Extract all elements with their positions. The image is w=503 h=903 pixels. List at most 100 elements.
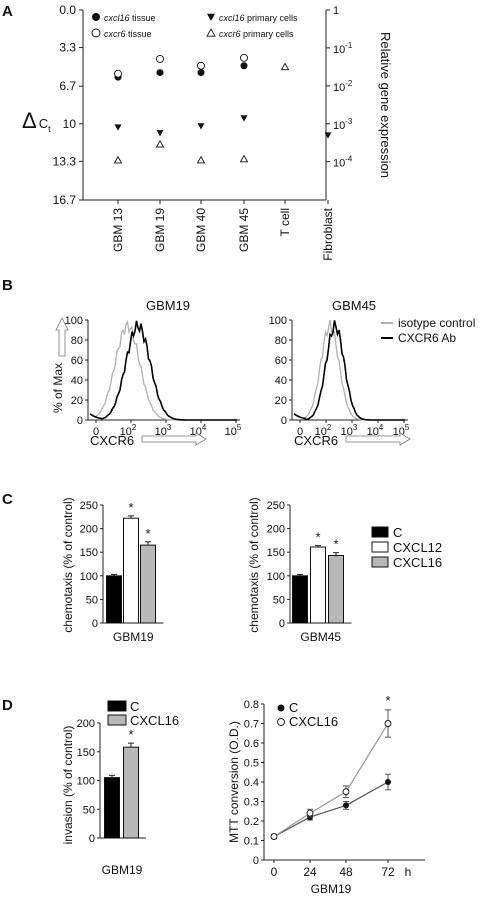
- y-axis-title-left: Δ Ct: [22, 108, 51, 134]
- y-tick-label: 0.8: [244, 699, 259, 711]
- legend-marker: [207, 13, 215, 21]
- x-tick-label: 48: [339, 865, 353, 879]
- data-point: [306, 809, 314, 817]
- x-tick-label: GBM 40: [194, 208, 208, 252]
- y-tick-label-right: 1: [333, 5, 339, 17]
- data-point: [197, 69, 205, 77]
- y-tick-label-right: 10-3: [333, 117, 353, 132]
- y-tick-label-left: 3.3: [59, 41, 76, 55]
- y-tick-label: 200: [267, 524, 285, 536]
- legend-swatch: [107, 714, 127, 726]
- data-point: [155, 139, 165, 148]
- significance-star: *: [385, 693, 390, 708]
- isotype-histogram: [293, 319, 405, 421]
- y-tick-label: 0: [281, 415, 287, 427]
- significance-star: *: [315, 530, 320, 545]
- series-line: [273, 781, 389, 838]
- bar: [292, 575, 308, 624]
- bar: [328, 555, 344, 624]
- y-tick-label: 100: [267, 571, 285, 583]
- y-axis-title: chemotaxis (% of control): [247, 497, 261, 632]
- x-axis-arrow: [345, 432, 411, 446]
- legend-marker: [91, 28, 101, 38]
- bar: [104, 777, 120, 839]
- y-tick-label: 60: [71, 355, 83, 367]
- legend-swatch: [371, 556, 389, 568]
- panel-label-d: D: [2, 697, 13, 714]
- y-tick-label: 0.2: [244, 816, 259, 828]
- x-tick-label: GBM 45: [237, 208, 251, 252]
- y-tick-label: 100: [269, 315, 287, 327]
- y-tick-label: 100: [65, 315, 83, 327]
- y-tick-label: 0: [89, 833, 95, 845]
- bar: [140, 544, 156, 624]
- legend-swatch: [371, 526, 389, 538]
- panel-label-b: B: [2, 277, 13, 294]
- data-point: [324, 132, 332, 139]
- y-tick-label-left: 16.7: [53, 193, 77, 207]
- y-tick-label: 0: [77, 415, 83, 427]
- significance-star: *: [333, 537, 338, 552]
- y-tick-label: 60: [275, 355, 287, 367]
- data-point: [384, 720, 392, 727]
- y-tick-label: 0: [92, 618, 98, 630]
- y-tick-label-right: 10-2: [333, 79, 352, 94]
- x-tick-label: 0: [93, 426, 99, 438]
- x-tick-label: 103: [341, 423, 358, 438]
- x-axis-title: CXCR6: [294, 433, 338, 448]
- y-tick-label: 100: [80, 571, 98, 583]
- data-point: [156, 69, 164, 77]
- y-tick-label: 150: [80, 547, 98, 559]
- legend-label: CXCR6 Ab: [398, 331, 456, 345]
- x-tick-label: 102: [315, 423, 332, 438]
- legend-swatch: [107, 700, 127, 712]
- y-tick-label: 0.3: [244, 797, 259, 809]
- histogram-title: GBM45: [332, 298, 376, 313]
- x-axis-arrow: [141, 432, 207, 446]
- data-point: [240, 62, 248, 70]
- y-tick-label: 0.5: [244, 758, 259, 770]
- panel-b-histograms: GBM19 0 20 40 60 80 100 0 102 103 104 105 CXCR6 GBM45…: [51, 298, 475, 448]
- bar: [123, 517, 139, 624]
- legend-label: C: [130, 699, 139, 714]
- significance-star: *: [145, 526, 150, 541]
- y-tick-label-left: 13.3: [53, 154, 77, 168]
- legend-label: CXCL12: [393, 540, 442, 555]
- legend-label: CXCL16: [393, 555, 442, 570]
- data-point: [239, 154, 249, 163]
- x-tick-label: Fibroblast: [321, 207, 335, 260]
- panel-label-c: C: [2, 491, 13, 508]
- bar: [310, 546, 326, 624]
- data-point: [197, 123, 205, 130]
- x-axis-title: GBM45: [300, 630, 341, 644]
- legend-label: cxcr6 tissue: [104, 29, 152, 39]
- y-tick-label: 80: [275, 335, 287, 347]
- y-tick-label: 150: [267, 547, 285, 559]
- data-point: [342, 788, 350, 796]
- x-tick-label: 72: [381, 865, 395, 879]
- y-tick-label: 40: [275, 375, 287, 387]
- x-tick-label: 103: [155, 423, 172, 438]
- legend-marker: [206, 28, 216, 37]
- data-point: [156, 54, 164, 63]
- y-axis-title: invasion (% of control): [61, 726, 75, 845]
- antibody-histogram: [293, 320, 405, 421]
- x-tick-label: 105: [225, 423, 242, 438]
- x-axis-title: GBM19: [311, 882, 352, 896]
- antibody-histogram: [89, 320, 237, 421]
- legend-label: C: [393, 525, 402, 540]
- y-tick-label-right: 10-4: [333, 155, 353, 170]
- y-axis-title: MTT conversion (O.D.): [227, 721, 241, 843]
- y-tick-label: 0.7: [244, 719, 259, 731]
- x-tick-label: 0: [297, 426, 303, 438]
- data-point: [114, 69, 122, 78]
- significance-star: *: [128, 727, 133, 742]
- x-tick-label: GBM 19: [153, 208, 167, 252]
- legend-label: cxcr6 primary cells: [219, 29, 294, 39]
- y-tick-label-right: 10-1: [333, 41, 353, 56]
- y-tick-label: 0: [279, 618, 285, 630]
- x-axis-title: GBM19: [102, 863, 143, 877]
- x-tick-label: GBM 13: [111, 208, 125, 252]
